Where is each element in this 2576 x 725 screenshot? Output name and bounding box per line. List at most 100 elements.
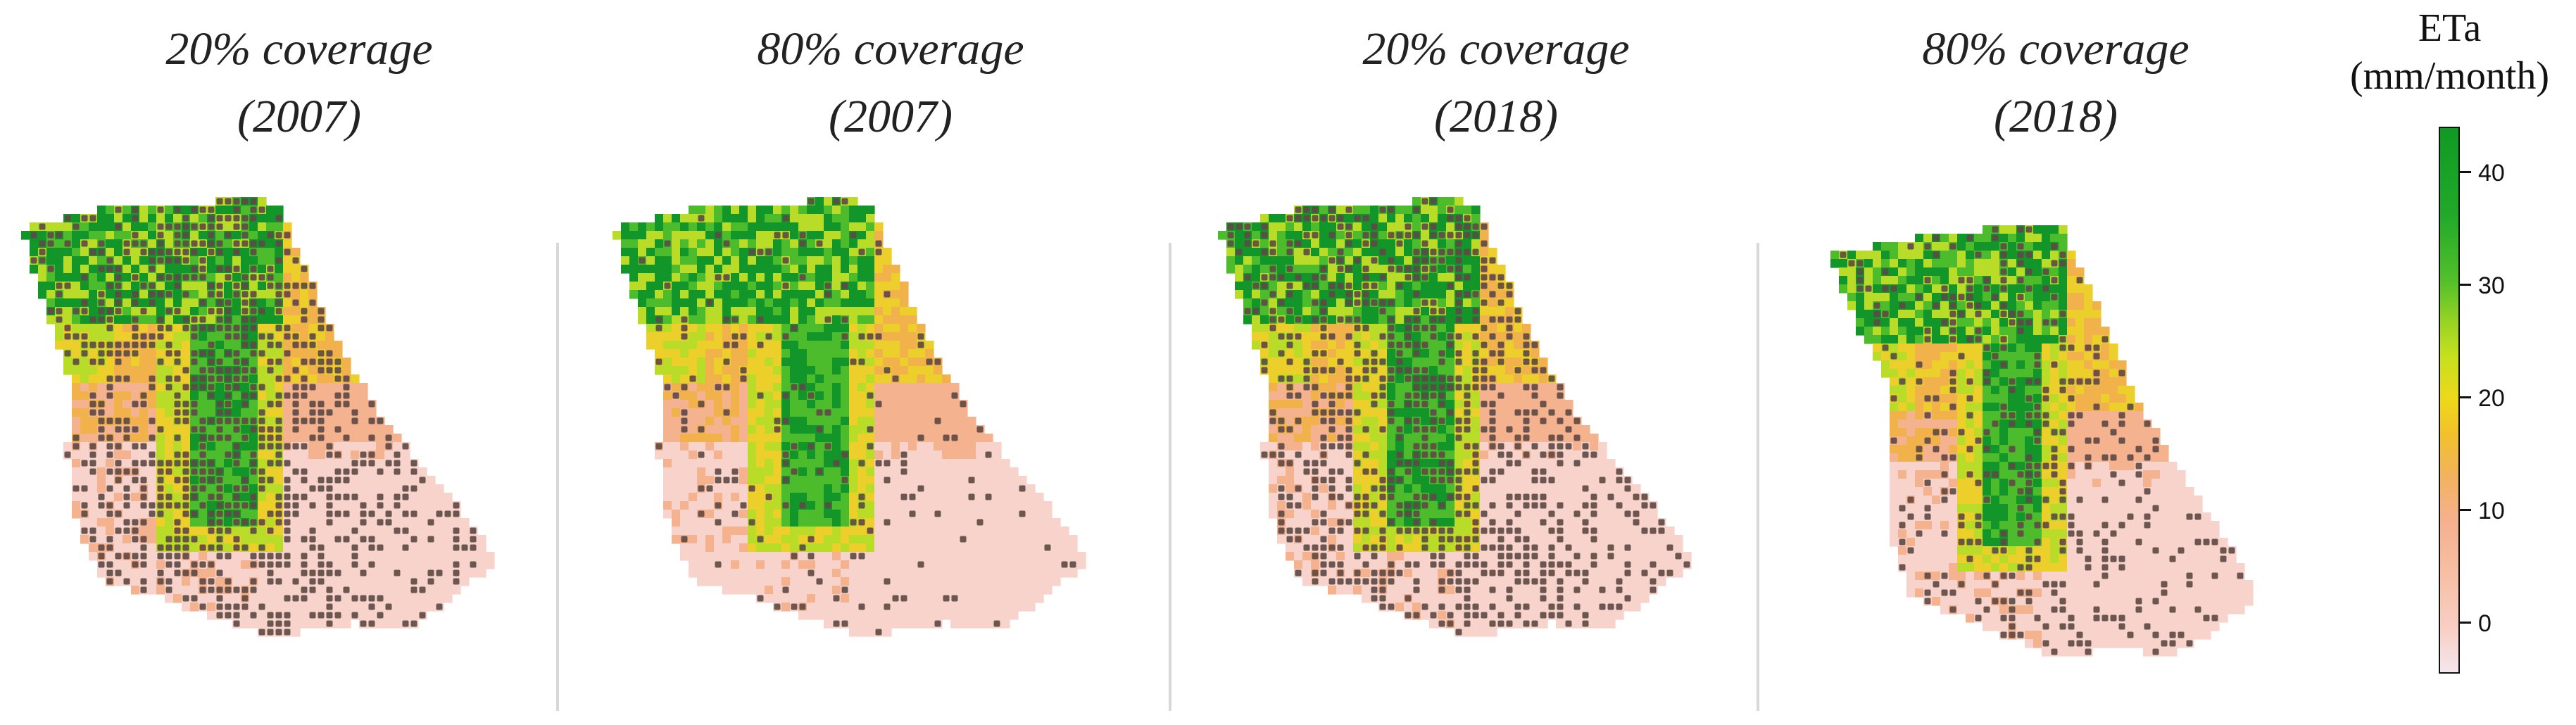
coverage-cell bbox=[123, 240, 130, 247]
eta-cell bbox=[705, 383, 715, 392]
eta-cell bbox=[790, 341, 799, 350]
coverage-cell bbox=[250, 527, 257, 534]
coverage-cell bbox=[233, 384, 240, 391]
eta-cell bbox=[798, 450, 808, 460]
coverage-cell bbox=[453, 527, 460, 534]
eta-cell bbox=[790, 332, 799, 341]
eta-cell bbox=[131, 256, 140, 265]
eta-cell bbox=[173, 425, 182, 434]
coverage-cell bbox=[394, 493, 401, 500]
coverage-cell bbox=[81, 215, 88, 222]
eta-cell bbox=[950, 476, 960, 485]
coverage-cell bbox=[225, 367, 232, 374]
coverage-cell bbox=[892, 595, 899, 602]
eta-cell bbox=[241, 560, 250, 569]
coverage-cell bbox=[309, 502, 316, 509]
eta-cell bbox=[773, 206, 782, 215]
eta-cell bbox=[739, 206, 748, 215]
coverage-cell bbox=[427, 578, 434, 585]
coverage-cell bbox=[182, 215, 189, 222]
eta-cell bbox=[959, 434, 968, 443]
eta-cell bbox=[621, 222, 630, 232]
eta-cell bbox=[258, 527, 267, 536]
coverage-cell bbox=[174, 401, 181, 408]
eta-cell bbox=[680, 265, 689, 274]
coverage-cell bbox=[951, 595, 958, 602]
eta-cell bbox=[849, 603, 858, 612]
coverage-cell bbox=[275, 257, 282, 264]
coverage-cell bbox=[318, 401, 325, 408]
eta-cell bbox=[376, 619, 385, 629]
eta-cell bbox=[925, 603, 934, 612]
coverage-cell bbox=[216, 510, 223, 517]
eta-cell bbox=[874, 349, 884, 358]
coverage-cell bbox=[241, 434, 249, 441]
eta-cell bbox=[89, 298, 98, 308]
coverage-cell bbox=[267, 265, 274, 272]
eta-cell bbox=[705, 476, 715, 485]
eta-cell bbox=[97, 332, 106, 341]
eta-cell bbox=[139, 214, 149, 223]
coverage-cell bbox=[216, 536, 223, 543]
eta-cell bbox=[291, 543, 301, 553]
coverage-cell bbox=[748, 248, 755, 256]
eta-cell bbox=[663, 467, 672, 477]
eta-cell bbox=[849, 527, 858, 536]
coverage-cell bbox=[318, 434, 325, 441]
eta-cell bbox=[342, 577, 351, 586]
eta-cell bbox=[680, 450, 689, 460]
eta-cell bbox=[815, 594, 824, 603]
coverage-cell bbox=[216, 544, 223, 551]
coverage-cell bbox=[275, 282, 282, 289]
eta-cell bbox=[917, 577, 926, 586]
eta-cell bbox=[317, 383, 326, 392]
eta-cell bbox=[765, 442, 774, 451]
eta-cell bbox=[714, 341, 723, 350]
eta-cell bbox=[1010, 518, 1019, 527]
eta-cell bbox=[697, 552, 706, 561]
eta-cell bbox=[705, 358, 715, 367]
coverage-cell bbox=[385, 460, 392, 467]
eta-cell bbox=[199, 282, 208, 291]
coverage-cell bbox=[191, 409, 198, 416]
coverage-cell bbox=[191, 324, 198, 332]
eta-cell bbox=[815, 510, 824, 519]
eta-cell bbox=[672, 248, 681, 257]
eta-cell bbox=[672, 341, 681, 350]
coverage-cell bbox=[225, 612, 232, 619]
eta-cell bbox=[46, 282, 56, 291]
coverage-cell bbox=[301, 561, 308, 568]
eta-cell bbox=[38, 273, 47, 282]
eta-cell bbox=[790, 222, 799, 232]
eta-cell bbox=[739, 543, 748, 553]
eta-cell bbox=[275, 366, 284, 375]
eta-cell bbox=[883, 552, 892, 561]
eta-cell bbox=[1010, 467, 1019, 477]
eta-cell bbox=[215, 256, 225, 265]
coverage-cell bbox=[824, 409, 831, 416]
eta-cell bbox=[942, 518, 951, 527]
eta-cell bbox=[849, 501, 858, 510]
eta-cell bbox=[891, 332, 900, 341]
eta-cell bbox=[258, 222, 267, 232]
eta-cell bbox=[224, 341, 233, 350]
coverage-cell bbox=[884, 367, 891, 374]
eta-cell bbox=[638, 298, 647, 308]
eta-cell bbox=[72, 467, 81, 477]
eta-cell bbox=[781, 527, 791, 536]
eta-cell bbox=[722, 256, 731, 265]
eta-cell bbox=[190, 298, 199, 308]
eta-cell bbox=[849, 290, 858, 299]
eta-cell bbox=[824, 484, 833, 493]
eta-cell bbox=[984, 569, 993, 578]
eta-cell bbox=[1001, 501, 1010, 510]
eta-cell bbox=[984, 476, 993, 485]
coverage-cell bbox=[250, 206, 257, 213]
coverage-cell bbox=[250, 468, 257, 475]
eta-cell bbox=[1026, 510, 1036, 519]
eta-cell bbox=[908, 543, 917, 553]
eta-cell bbox=[139, 450, 149, 460]
coverage-cell bbox=[132, 561, 139, 568]
eta-cell bbox=[266, 408, 275, 417]
eta-cell bbox=[756, 265, 765, 274]
